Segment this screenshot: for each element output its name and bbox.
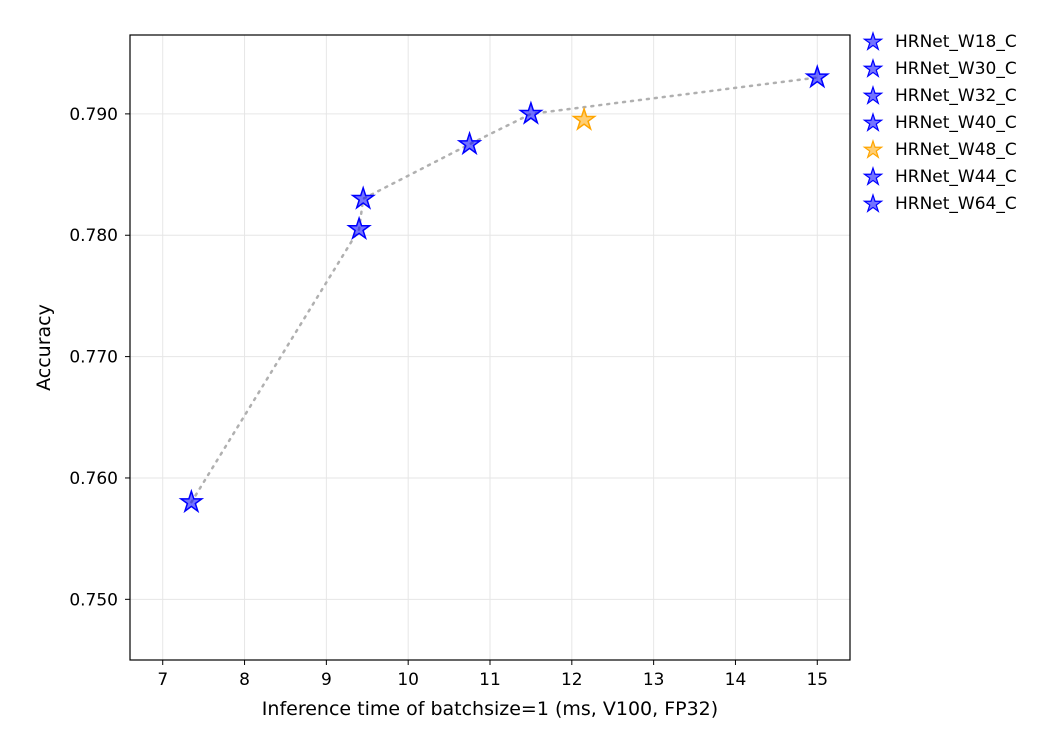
x-tick-label: 9	[321, 670, 332, 690]
legend-label: HRNet_W44_C	[895, 167, 1017, 187]
legend-label: HRNet_W48_C	[895, 140, 1017, 160]
legend-label: HRNet_W40_C	[895, 113, 1017, 133]
y-axis-label: Accuracy	[33, 304, 55, 391]
x-tick-label: 10	[397, 670, 419, 690]
y-tick-label: 0.780	[69, 226, 118, 246]
y-tick-label: 0.760	[69, 469, 118, 489]
x-tick-label: 13	[643, 670, 665, 690]
legend-label: HRNet_W30_C	[895, 59, 1017, 79]
chart-root: 7 8 9 10 11 12 13 14 15 0.750 0.760 0.770 0.780 0.790…	[0, 0, 1050, 750]
x-tick-label: 11	[479, 670, 501, 690]
x-tick-label: 7	[157, 670, 168, 690]
chart-svg: 7 8 9 10 11 12 13 14 15 0.750 0.760 0.770 0.780 0.790…	[0, 0, 1050, 750]
legend-label: HRNet_W32_C	[895, 86, 1017, 106]
x-axis-label: Inference time of batchsize=1 (ms, V100,…	[262, 698, 718, 720]
legend-label: HRNet_W18_C	[895, 32, 1017, 52]
x-tick-label: 15	[806, 670, 828, 690]
x-tick-label: 14	[725, 670, 747, 690]
y-tick-label: 0.770	[69, 348, 118, 368]
y-tick-label: 0.750	[69, 590, 118, 610]
legend-label: HRNet_W64_C	[895, 194, 1017, 214]
x-tick-label: 12	[561, 670, 583, 690]
x-tick-label: 8	[239, 670, 250, 690]
y-tick-label: 0.790	[69, 105, 118, 125]
